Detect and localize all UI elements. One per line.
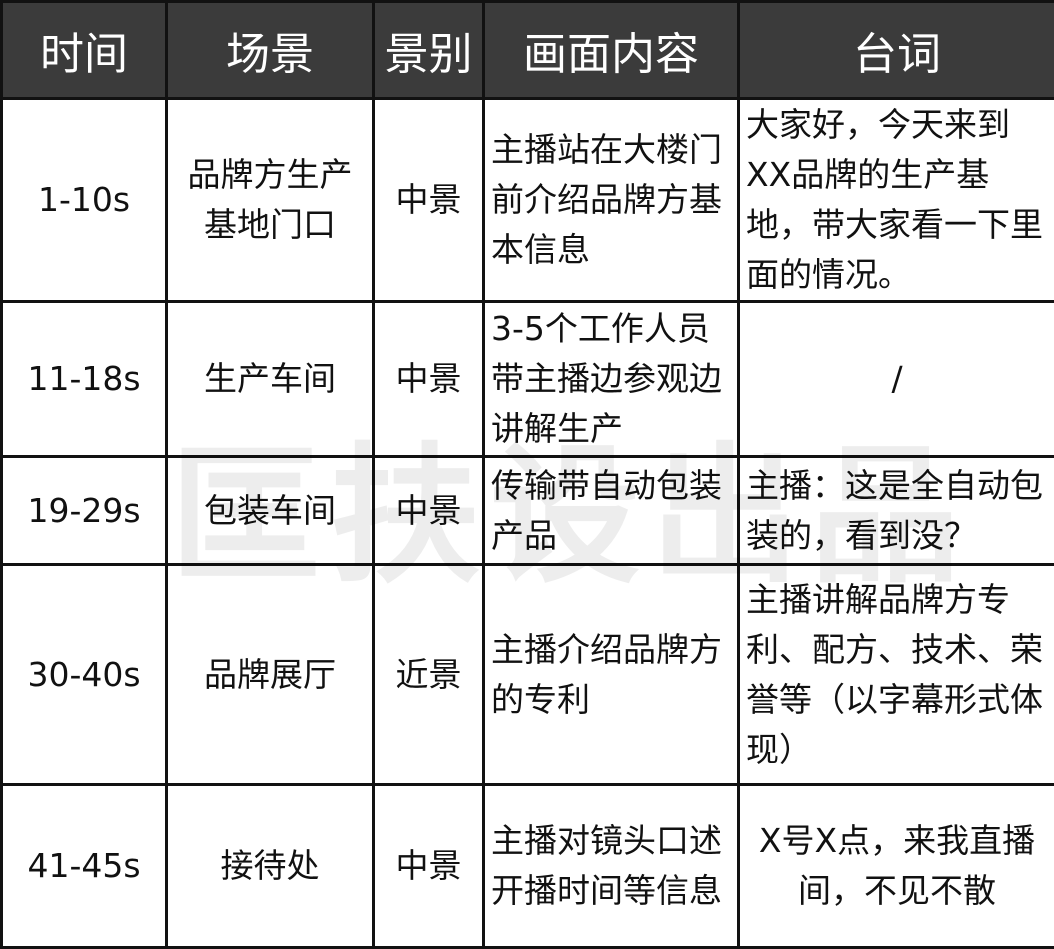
cell-scene: 品牌展厅 bbox=[167, 565, 374, 785]
cell-shot: 中景 bbox=[374, 457, 484, 565]
cell-line: X号X点，来我直播间，不见不散 bbox=[739, 785, 1054, 948]
cell-time: 30-40s bbox=[2, 565, 167, 785]
cell-shot: 中景 bbox=[374, 785, 484, 948]
cell-line: 主播讲解品牌方专利、配方、技术、荣誉等（以字幕形式体现） bbox=[739, 565, 1054, 785]
cell-content: 主播介绍品牌方的专利 bbox=[484, 565, 739, 785]
cell-time: 41-45s bbox=[2, 785, 167, 948]
cell-scene: 包装车间 bbox=[167, 457, 374, 565]
cell-line: 大家好，今天来到XX品牌的生产基地，带大家看一下里面的情况。 bbox=[739, 99, 1054, 302]
table-row: 1-10s 品牌方生产基地门口 中景 主播站在大楼门前介绍品牌方基本信息 大家好… bbox=[2, 99, 1054, 302]
table-row: 30-40s 品牌展厅 近景 主播介绍品牌方的专利 主播讲解品牌方专利、配方、技… bbox=[2, 565, 1054, 785]
cell-content: 主播站在大楼门前介绍品牌方基本信息 bbox=[484, 99, 739, 302]
table-row: 41-45s 接待处 中景 主播对镜头口述开播时间等信息 X号X点，来我直播间，… bbox=[2, 785, 1054, 948]
cell-scene: 品牌方生产基地门口 bbox=[167, 99, 374, 302]
cell-time: 11-18s bbox=[2, 302, 167, 457]
header-line: 台词 bbox=[739, 2, 1054, 99]
cell-line: / bbox=[739, 302, 1054, 457]
header-scene: 场景 bbox=[167, 2, 374, 99]
cell-shot: 近景 bbox=[374, 565, 484, 785]
header-shot: 景别 bbox=[374, 2, 484, 99]
header-row: 时间 场景 景别 画面内容 台词 bbox=[2, 2, 1054, 99]
cell-shot: 中景 bbox=[374, 99, 484, 302]
cell-line: 主播：这是全自动包装的，看到没？ bbox=[739, 457, 1054, 565]
cell-shot: 中景 bbox=[374, 302, 484, 457]
cell-scene: 接待处 bbox=[167, 785, 374, 948]
table-row: 19-29s 包装车间 中景 传输带自动包装产品 主播：这是全自动包装的，看到没… bbox=[2, 457, 1054, 565]
cell-content: 3-5个工作人员带主播边参观边讲解生产 bbox=[484, 302, 739, 457]
header-content: 画面内容 bbox=[484, 2, 739, 99]
cell-time: 19-29s bbox=[2, 457, 167, 565]
cell-time: 1-10s bbox=[2, 99, 167, 302]
cell-scene: 生产车间 bbox=[167, 302, 374, 457]
table-row: 11-18s 生产车间 中景 3-5个工作人员带主播边参观边讲解生产 / bbox=[2, 302, 1054, 457]
cell-content: 传输带自动包装产品 bbox=[484, 457, 739, 565]
header-time: 时间 bbox=[2, 2, 167, 99]
cell-content: 主播对镜头口述开播时间等信息 bbox=[484, 785, 739, 948]
